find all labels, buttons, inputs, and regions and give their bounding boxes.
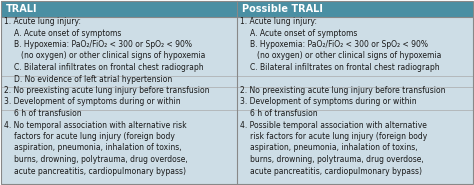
Text: 6 h of transfusion: 6 h of transfusion <box>14 109 82 118</box>
Text: 2. No preexisting acute lung injury before transfusion: 2. No preexisting acute lung injury befo… <box>240 86 446 95</box>
Text: B. Hypoxemia: PaO₂/FiO₂ < 300 or SpO₂ < 90%: B. Hypoxemia: PaO₂/FiO₂ < 300 or SpO₂ < … <box>250 40 428 49</box>
Text: acute pancreatitis, cardiopulmonary bypass): acute pancreatitis, cardiopulmonary bypa… <box>250 166 422 176</box>
Text: risk factors for acute lung injury (foreign body: risk factors for acute lung injury (fore… <box>250 132 427 141</box>
Text: A. Acute onset of symptoms: A. Acute onset of symptoms <box>14 28 121 38</box>
Text: A. Acute onset of symptoms: A. Acute onset of symptoms <box>250 28 357 38</box>
Text: burns, drowning, polytrauma, drug overdose,: burns, drowning, polytrauma, drug overdo… <box>14 155 188 164</box>
Text: 1. Acute lung injury:: 1. Acute lung injury: <box>4 17 81 26</box>
Text: D. No evidence of left atrial hypertension: D. No evidence of left atrial hypertensi… <box>14 75 172 83</box>
Text: C. Bilateral infiltrates on frontal chest radiograph: C. Bilateral infiltrates on frontal ches… <box>250 63 439 72</box>
Text: Possible TRALI: Possible TRALI <box>242 4 323 14</box>
Bar <box>237 1 473 17</box>
Text: (no oxygen) or other clinical signs of hypoxemia: (no oxygen) or other clinical signs of h… <box>257 51 441 60</box>
Text: (no oxygen) or other clinical signs of hypoxemia: (no oxygen) or other clinical signs of h… <box>21 51 205 60</box>
Text: C. Bilateral infiltrates on frontal chest radiograph: C. Bilateral infiltrates on frontal ches… <box>14 63 204 72</box>
Text: 4. No temporal association with alternative risk: 4. No temporal association with alternat… <box>4 120 187 130</box>
Text: 2. No preexisting acute lung injury before transfusion: 2. No preexisting acute lung injury befo… <box>4 86 210 95</box>
Text: 6 h of transfusion: 6 h of transfusion <box>250 109 318 118</box>
Text: 4. Possible temporal association with alternative: 4. Possible temporal association with al… <box>240 120 427 130</box>
Text: B. Hypoxemia: PaO₂/FiO₂ < 300 or SpO₂ < 90%: B. Hypoxemia: PaO₂/FiO₂ < 300 or SpO₂ < … <box>14 40 192 49</box>
Text: aspiration, pneumonia, inhalation of toxins,: aspiration, pneumonia, inhalation of tox… <box>250 144 418 152</box>
Text: 1. Acute lung injury:: 1. Acute lung injury: <box>240 17 317 26</box>
Text: 3. Development of symptoms during or within: 3. Development of symptoms during or wit… <box>240 97 417 107</box>
Text: factors for acute lung injury (foreign body: factors for acute lung injury (foreign b… <box>14 132 175 141</box>
Text: 3. Development of symptoms during or within: 3. Development of symptoms during or wit… <box>4 97 181 107</box>
Text: aspiration, pneumonia, inhalation of toxins,: aspiration, pneumonia, inhalation of tox… <box>14 144 182 152</box>
Bar <box>1 1 237 17</box>
Text: acute pancreatitis, cardiopulmonary bypass): acute pancreatitis, cardiopulmonary bypa… <box>14 166 186 176</box>
Text: burns, drowning, polytrauma, drug overdose,: burns, drowning, polytrauma, drug overdo… <box>250 155 424 164</box>
Text: TRALI: TRALI <box>6 4 37 14</box>
